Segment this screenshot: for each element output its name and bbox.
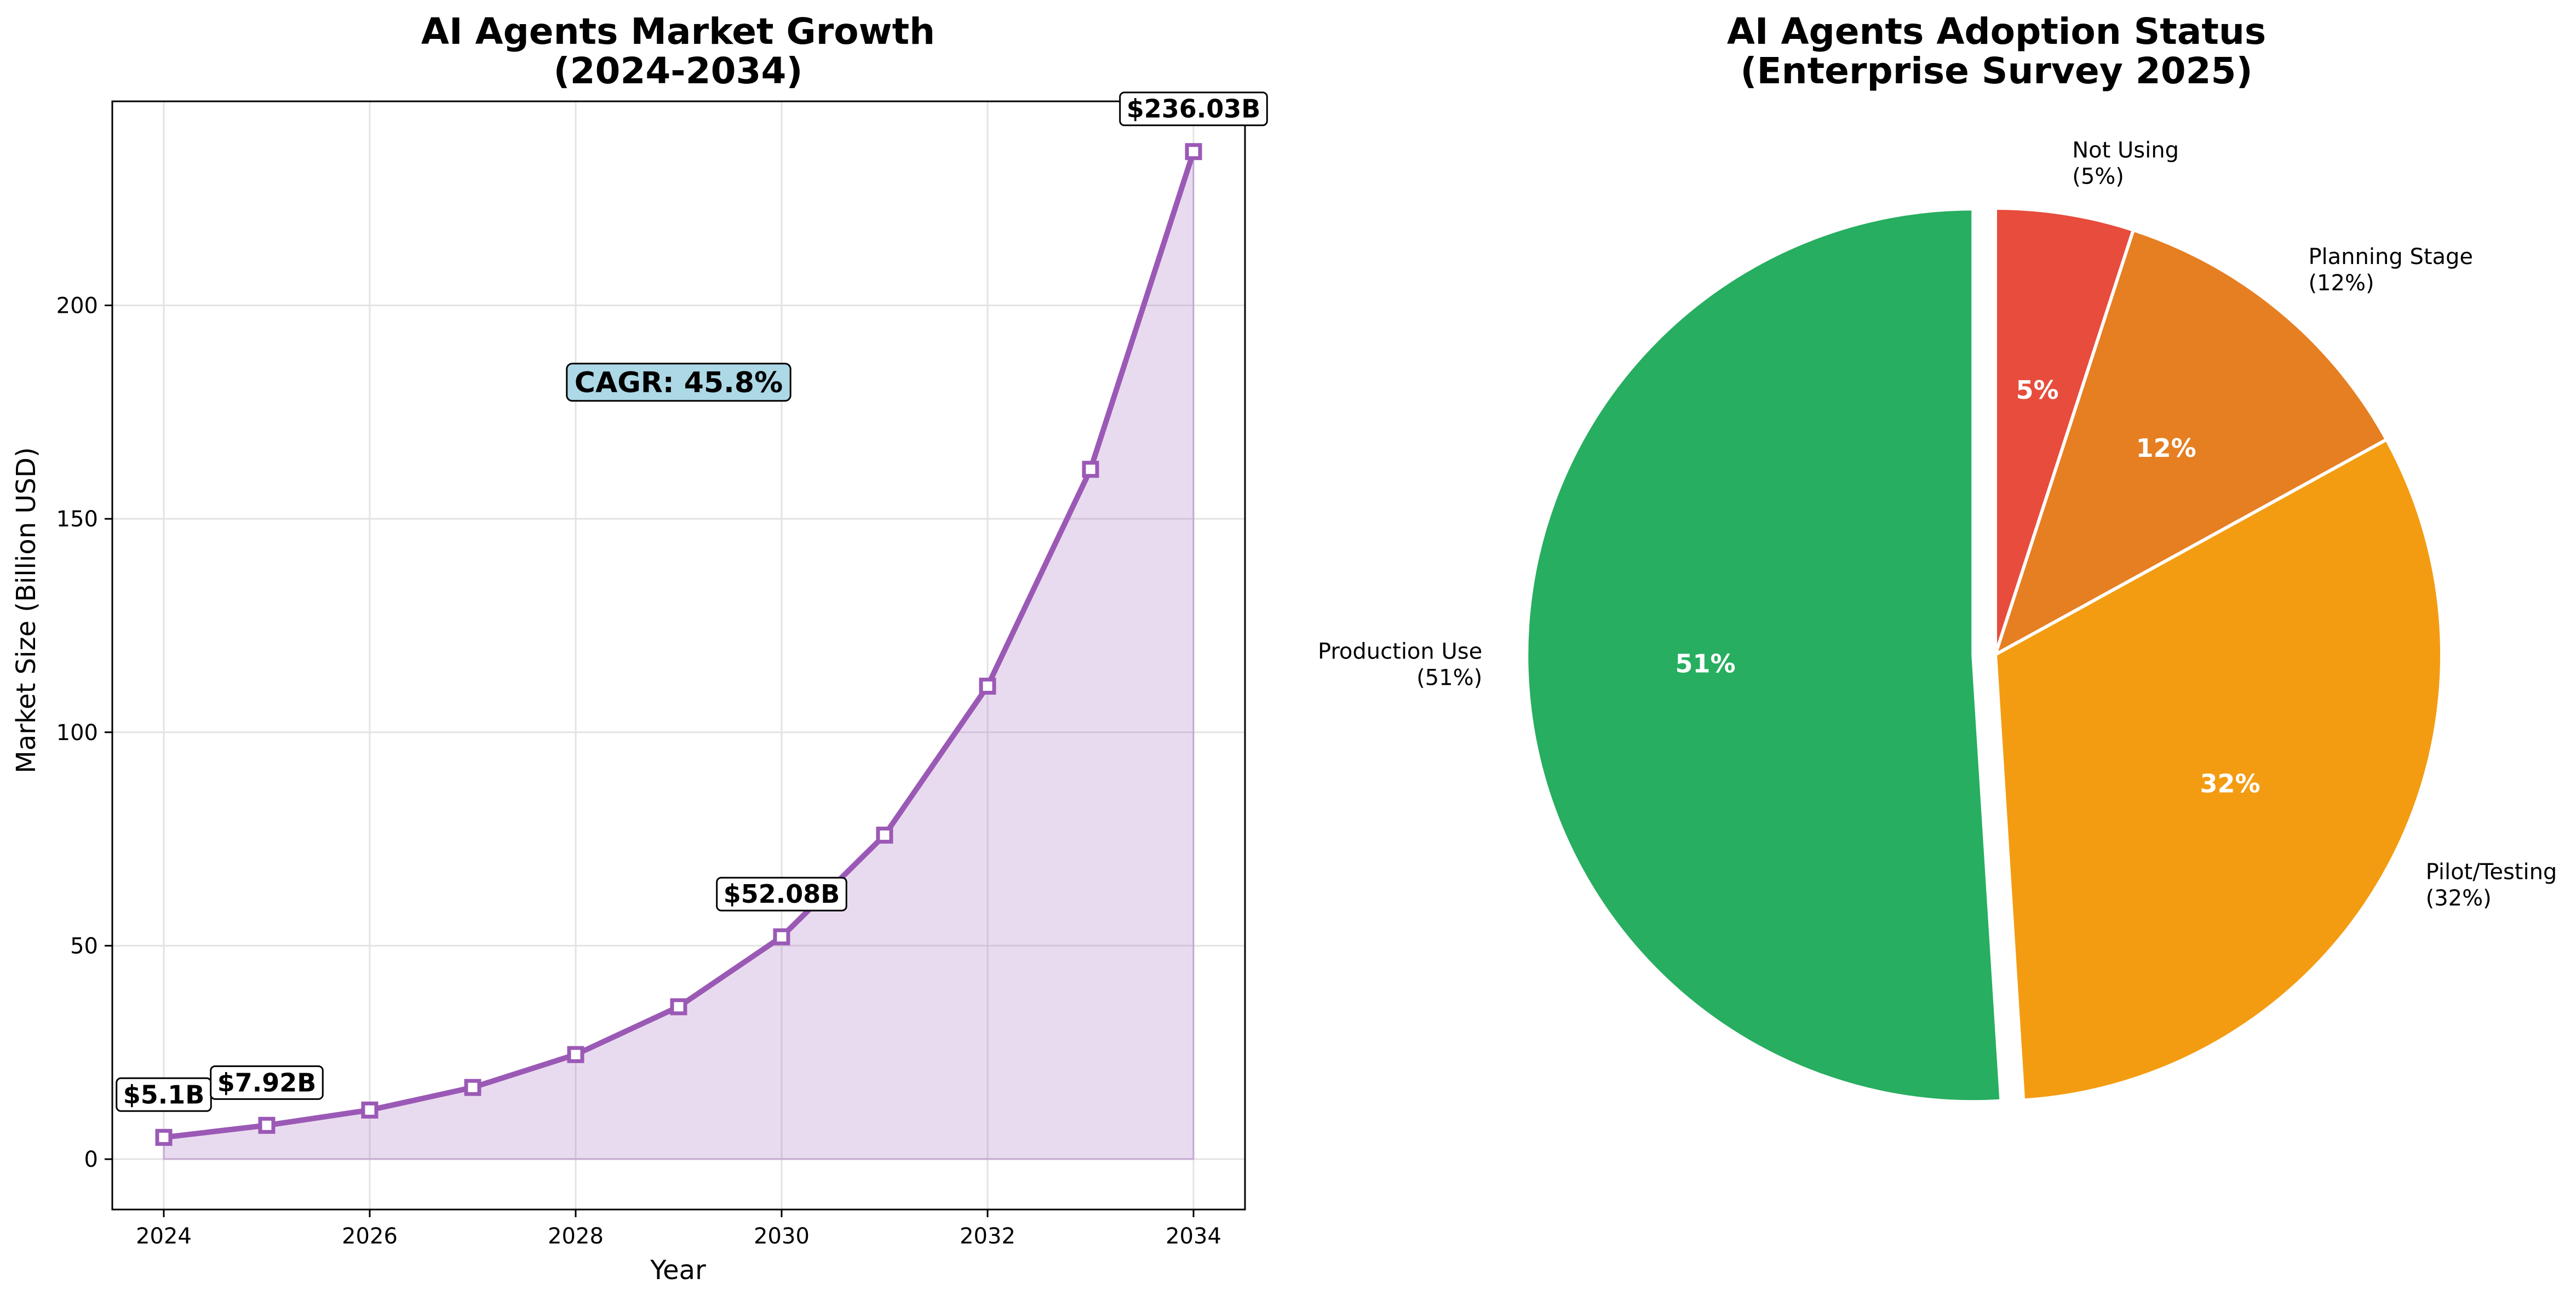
pie-slice-label: Planning Stage (12%)	[2308, 244, 2473, 296]
y-tick-label: 0	[84, 1147, 98, 1172]
line-chart: AI Agents Market Growth (2024-2034) 2024…	[11, 10, 1268, 1286]
y-tick-label: 150	[56, 507, 98, 532]
pie-slice	[1525, 207, 2003, 1104]
cagr-text: CAGR: 45.8%	[575, 366, 783, 399]
data-point-marker	[670, 998, 687, 1016]
pie-slice	[1993, 437, 2443, 1102]
value-annotation-box	[1119, 91, 1268, 127]
pie-slice-percent: 12%	[2136, 433, 2196, 463]
value-annotation: $236.03B	[1119, 91, 1268, 127]
pie-slice-label: Not Using (5%)	[2072, 138, 2179, 190]
line-annotations: $5.1B $7.92B $52.08B $236.03B	[116, 91, 1268, 1112]
data-point-marker	[1185, 143, 1202, 161]
y-tick-label: 100	[56, 720, 98, 746]
x-tick-label: 2030	[754, 1224, 810, 1249]
data-point-marker	[464, 1079, 481, 1096]
x-tick-label: 2024	[136, 1224, 192, 1249]
pie-slice-percent: 5%	[2016, 375, 2058, 405]
x-tick-label: 2032	[960, 1224, 1016, 1249]
value-annotation-text: $7.92B	[217, 1068, 317, 1097]
value-annotation-text: $236.03B	[1127, 94, 1261, 124]
pie-chart-title-line-1: AI Agents Adoption Status	[1727, 10, 2266, 53]
value-annotation: $52.08B	[716, 876, 847, 912]
data-point-marker	[567, 1046, 584, 1063]
cagr-annotation: CAGR: 45.8%	[566, 363, 791, 402]
line-grid	[112, 101, 1245, 1210]
x-tick-label: 2026	[342, 1224, 398, 1249]
line-chart-title-line-1: AI Agents Market Growth	[421, 10, 935, 53]
pie-slice	[1994, 206, 2136, 655]
value-annotation-text: $52.08B	[724, 879, 840, 909]
pie-chart: AI Agents Adoption Status (Enterprise Su…	[1318, 10, 2557, 1104]
x-tick-label: 2028	[548, 1224, 604, 1249]
data-point-marker	[155, 1128, 173, 1146]
value-annotation: $5.1B	[116, 1077, 212, 1112]
pie-labels: 5% Not Using (5%) 12% Planning Stage (12%) 32%…	[1318, 138, 2557, 911]
value-annotation-text: $5.1B	[123, 1080, 205, 1109]
data-point-marker	[1082, 461, 1099, 478]
value-annotation: $7.92B	[210, 1065, 324, 1100]
data-point-marker	[361, 1101, 378, 1119]
cagr-box	[566, 363, 791, 402]
x-tick-label: 2034	[1166, 1224, 1221, 1249]
pie-slice-label: Production Use (51%)	[1318, 639, 1482, 690]
line-markers	[155, 143, 1202, 1146]
y-axis-label: Market Size (Billion USD)	[11, 447, 42, 773]
data-point-marker	[258, 1116, 276, 1134]
pie-chart-title-line-2: (Enterprise Survey 2025)	[1740, 50, 2252, 92]
data-point-marker	[773, 928, 790, 945]
value-annotation-box	[716, 876, 847, 912]
data-point-marker	[876, 827, 893, 844]
value-annotation-box	[210, 1065, 324, 1100]
x-axis-label: Year	[650, 1255, 706, 1286]
y-tick-label: 200	[56, 293, 98, 318]
pie-slice	[1992, 228, 2389, 658]
data-point-marker	[979, 678, 996, 695]
pie-slices	[1525, 206, 2443, 1104]
pie-slice-percent: 51%	[1675, 649, 1735, 679]
pie-slice-label: Pilot/Testing (32%)	[2426, 859, 2557, 911]
line-ticks: 2024 2026 2028 2030 2032 2034 0 50 100 150 200	[56, 293, 1221, 1249]
plot-frame	[111, 100, 1246, 1211]
y-tick-label: 50	[70, 933, 98, 959]
pie-slice-percent: 32%	[2200, 769, 2260, 799]
line-chart-title-line-2: (2024-2034)	[553, 50, 802, 92]
